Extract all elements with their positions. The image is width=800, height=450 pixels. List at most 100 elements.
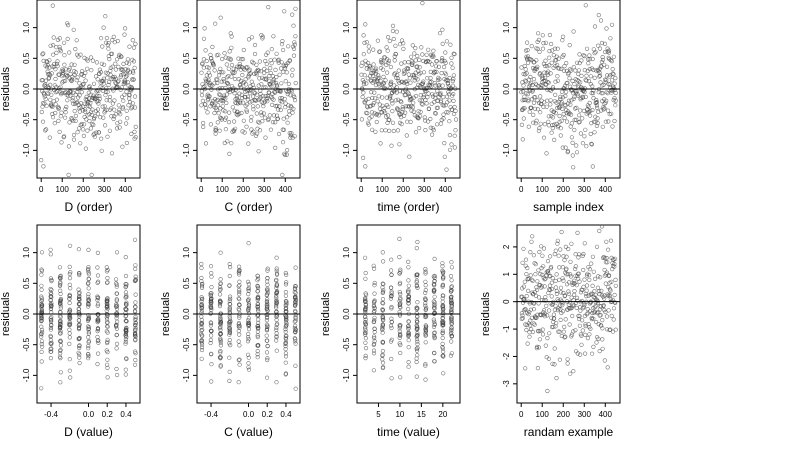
data-point — [77, 271, 82, 276]
data-point — [86, 265, 91, 270]
data-point — [432, 336, 437, 341]
data-point — [106, 41, 111, 46]
data-point — [216, 52, 221, 57]
data-point — [539, 244, 544, 249]
data-point — [415, 326, 420, 332]
data-point — [123, 284, 129, 289]
data-point — [220, 104, 225, 109]
data-point — [543, 343, 548, 348]
data-point — [48, 43, 53, 48]
data-point — [240, 56, 246, 62]
y-tick-label: 0.0 — [182, 83, 191, 95]
data-point — [582, 351, 588, 356]
data-point — [441, 354, 446, 359]
data-point — [423, 267, 428, 272]
data-point — [208, 340, 213, 346]
data-point — [553, 79, 558, 84]
data-point — [401, 41, 406, 46]
data-point — [237, 272, 242, 277]
data-point — [48, 325, 54, 331]
data-point — [540, 327, 545, 332]
data-point — [399, 100, 404, 105]
data-point — [274, 305, 279, 310]
y-tick-label: 1.0 — [182, 22, 191, 34]
data-point — [288, 135, 293, 140]
data-point — [123, 306, 128, 312]
data-point — [79, 89, 84, 95]
x-tick-label: 0.0 — [83, 410, 95, 419]
data-point — [365, 111, 370, 116]
data-point — [613, 103, 618, 108]
data-point — [91, 122, 96, 127]
data-point — [252, 42, 258, 48]
data-point — [39, 297, 45, 302]
data-point — [386, 104, 391, 109]
data-point — [77, 297, 82, 303]
data-point — [371, 47, 376, 52]
data-point — [584, 294, 589, 299]
data-point — [415, 239, 420, 245]
data-point — [578, 352, 583, 357]
data-point — [396, 107, 401, 112]
data-point — [112, 98, 117, 103]
data-point — [199, 314, 204, 319]
data-points — [199, 241, 298, 391]
data-point — [577, 279, 582, 284]
data-point — [581, 251, 586, 257]
data-point — [75, 130, 80, 135]
data-point — [39, 287, 44, 292]
data-point — [399, 61, 404, 66]
data-point — [388, 296, 394, 301]
data-point — [263, 115, 268, 120]
data-point — [250, 82, 255, 87]
data-point — [118, 74, 123, 79]
chart-panel-1: 0 100 200 300 400-1.0-0.50.00.51.0D (order)r… — [0, 0, 141, 214]
data-point — [218, 299, 223, 304]
data-point — [255, 326, 261, 331]
data-point — [89, 172, 94, 177]
data-point — [397, 142, 402, 147]
data-point — [114, 126, 120, 131]
data-point — [375, 38, 381, 43]
data-point — [237, 264, 242, 269]
data-point — [251, 107, 256, 112]
data-point — [206, 96, 211, 101]
data-point — [374, 119, 379, 125]
data-point — [67, 292, 72, 297]
data-point — [541, 135, 547, 140]
data-point — [423, 128, 428, 133]
data-point — [77, 355, 82, 360]
data-point — [82, 55, 87, 61]
data-point — [589, 351, 595, 356]
data-point — [57, 283, 63, 288]
data-point — [383, 128, 388, 133]
data-point — [392, 72, 397, 77]
data-point — [612, 256, 618, 261]
data-point — [392, 54, 397, 59]
data-point — [201, 120, 206, 126]
data-point — [432, 294, 437, 299]
data-point — [571, 165, 576, 170]
data-point — [39, 267, 44, 272]
data-point — [279, 42, 285, 47]
data-point — [557, 277, 562, 282]
data-point — [261, 104, 266, 109]
data-point — [373, 66, 379, 71]
data-point — [222, 51, 227, 56]
data-point — [223, 85, 228, 91]
data-point — [538, 94, 543, 99]
data-point — [247, 72, 252, 77]
data-point — [390, 28, 396, 34]
data-point — [106, 54, 111, 59]
data-point — [95, 318, 100, 323]
data-point — [227, 378, 232, 384]
data-point — [577, 60, 582, 66]
data-point — [435, 88, 440, 93]
data-point — [597, 73, 603, 78]
y-axis-title: residuals — [0, 291, 12, 336]
data-point — [292, 97, 298, 103]
data-point — [434, 58, 439, 64]
data-point — [558, 133, 563, 138]
data-point — [246, 320, 251, 326]
data-point — [260, 93, 265, 99]
